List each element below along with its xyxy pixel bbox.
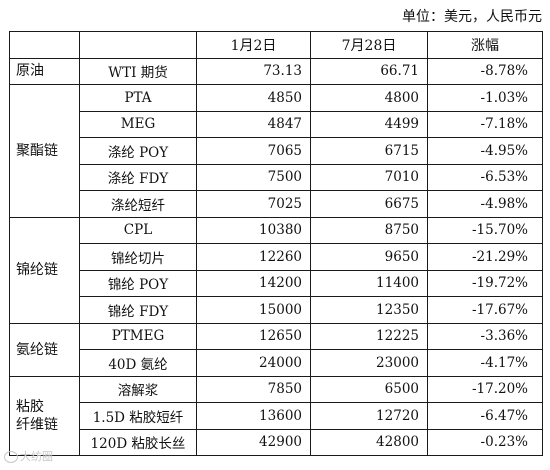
change-cell: -4.95% [427, 137, 543, 165]
change-cell: -1.03% [427, 84, 543, 112]
change-cell: -0.23% [427, 428, 543, 456]
change-cell: -3.36% [427, 322, 543, 350]
weibo-icon [4, 451, 18, 463]
table-row: 聚酯链 PTA 4850 4800 -1.03% [9, 84, 543, 218]
jul28-price-cell: 4800 [310, 84, 428, 112]
category-label: 锦纶链 [16, 262, 58, 278]
product-cell: PTA [79, 84, 197, 112]
category-label: 聚酯链 [16, 142, 58, 159]
jan2-price-cell: 4850 [196, 84, 311, 112]
jul28-price-cell: 7010 [310, 163, 428, 191]
jul28-price-cell: 6715 [310, 137, 428, 165]
product-cell: 涤纶短纤 [79, 190, 197, 218]
jan2-price-cell: 12650 [196, 322, 311, 350]
jul28-price-cell: 11400 [310, 269, 428, 297]
jul28-price-cell: 4499 [310, 110, 428, 138]
watermark: 大纺圈 [4, 448, 53, 464]
jan2-price-cell: 12260 [196, 243, 311, 271]
change-cell: -8.78% [427, 57, 543, 85]
jan2-price-cell: 42900 [196, 428, 311, 456]
product-cell: 涤纶 POY [79, 137, 197, 165]
jan2-price-cell: 13600 [196, 402, 311, 430]
category-cell: 氨纶链 [9, 322, 80, 377]
price-table: 1月2日 7月28日 涨幅 原油 WTI 期货 73.13 66.71 -8.78% 聚酯… [9, 31, 543, 456]
table-row: 氨纶链 PTMEG 12650 12225 -3.36% [9, 322, 543, 377]
table-body: 原油 WTI 期货 73.13 66.71 -8.78% 聚酯链 PTA 4850 4800 -1… [9, 57, 543, 456]
header-jul28: 7月28日 [310, 31, 428, 59]
product-cell: 涤纶 FDY [79, 163, 197, 191]
change-cell: -4.98% [427, 190, 543, 218]
jul28-price-cell: 9650 [310, 243, 428, 271]
jan2-price-cell: 10380 [196, 216, 311, 244]
jan2-price-cell: 14200 [196, 269, 311, 297]
jul28-price-cell: 12720 [310, 402, 428, 430]
jul28-price-cell: 12350 [310, 296, 428, 324]
product-cell: PTMEG [79, 322, 197, 350]
header-row: 1月2日 7月28日 涨幅 [9, 31, 543, 59]
product-cell: MEG [79, 110, 197, 138]
header-jan2: 1月2日 [196, 31, 311, 59]
table-row: 涤纶 POY 7065 6715 -4.95% [10, 137, 543, 165]
change-cell: -7.18% [427, 110, 543, 138]
jan2-price-cell: 73.13 [196, 57, 311, 85]
change-cell: -21.29% [427, 243, 543, 271]
product-cell: CPL [79, 216, 197, 244]
table-row: 1.5D 粘胶短纤 13600 12720 -6.47% [10, 402, 543, 430]
header-category [9, 31, 80, 59]
product-cell: 锦纶 FDY [79, 296, 197, 324]
jul28-price-cell: 8750 [310, 216, 428, 244]
jan2-price-cell: 7065 [196, 137, 311, 165]
change-cell: -17.67% [427, 296, 543, 324]
change-cell: -17.20% [427, 375, 543, 403]
table-row: 锦纶 POY 14200 11400 -19.72% [10, 269, 543, 297]
change-cell: -6.53% [427, 163, 543, 191]
table-row: 锦纶切片 12260 9650 -21.29% [10, 243, 543, 271]
category-label: 粘胶 纤维链 [16, 398, 58, 433]
table-row: 锦纶链 CPL 10380 8750 -15.70% [9, 216, 543, 324]
product-cell: 溶解浆 [79, 375, 197, 403]
jan2-price-cell: 15000 [196, 296, 311, 324]
table-row: 涤纶短纤 7025 6675 -4.98% [10, 190, 543, 218]
unit-label: 单位：美元，人民币元 [402, 9, 542, 25]
change-cell: -15.70% [427, 216, 543, 244]
table-row: 锦纶 FDY 15000 12350 -17.67% [10, 296, 543, 324]
product-cell: 锦纶 POY [79, 269, 197, 297]
product-cell: 锦纶切片 [79, 243, 197, 271]
watermark-text: 大纺圈 [20, 450, 53, 463]
table-row: 120D 粘胶长丝 42900 42800 -0.23% [10, 428, 543, 456]
jul28-price-cell: 66.71 [310, 57, 428, 85]
table-row: MEG 4847 4499 -7.18% [10, 110, 543, 138]
jan2-price-cell: 4847 [196, 110, 311, 138]
table-row: 40D 氨纶 24000 23000 -4.17% [10, 349, 543, 377]
jul28-price-cell: 6675 [310, 190, 428, 218]
jul28-price-cell: 6500 [310, 375, 428, 403]
jul28-price-cell: 42800 [310, 428, 428, 456]
table-row: 涤纶 FDY 7500 7010 -6.53% [10, 163, 543, 191]
change-cell: -6.47% [427, 402, 543, 430]
change-cell: -4.17% [427, 349, 543, 377]
category-label: 原油 [16, 63, 44, 80]
jan2-price-cell: 24000 [196, 349, 311, 377]
product-cell: 120D 粘胶长丝 [79, 428, 197, 456]
category-label: 氨纶链 [16, 341, 58, 358]
category-cell: 锦纶链 [9, 216, 80, 324]
product-cell: 1.5D 粘胶短纤 [79, 402, 197, 430]
category-cell: 粘胶 纤维链 [9, 375, 80, 456]
product-cell: WTI 期货 [79, 57, 197, 85]
jan2-price-cell: 7850 [196, 375, 311, 403]
header-product [79, 31, 197, 59]
jul28-price-cell: 23000 [310, 349, 428, 377]
category-cell: 聚酯链 [9, 84, 80, 218]
jan2-price-cell: 7500 [196, 163, 311, 191]
change-cell: -19.72% [427, 269, 543, 297]
jan2-price-cell: 7025 [196, 190, 311, 218]
table-row: 原油 WTI 期货 73.13 66.71 -8.78% [9, 57, 543, 85]
header-change: 涨幅 [427, 31, 543, 59]
product-cell: 40D 氨纶 [79, 349, 197, 377]
category-cell: 原油 [9, 57, 80, 85]
table-row: 粘胶 纤维链 溶解浆 7850 6500 -17.20% [9, 375, 543, 456]
jul28-price-cell: 12225 [310, 322, 428, 350]
